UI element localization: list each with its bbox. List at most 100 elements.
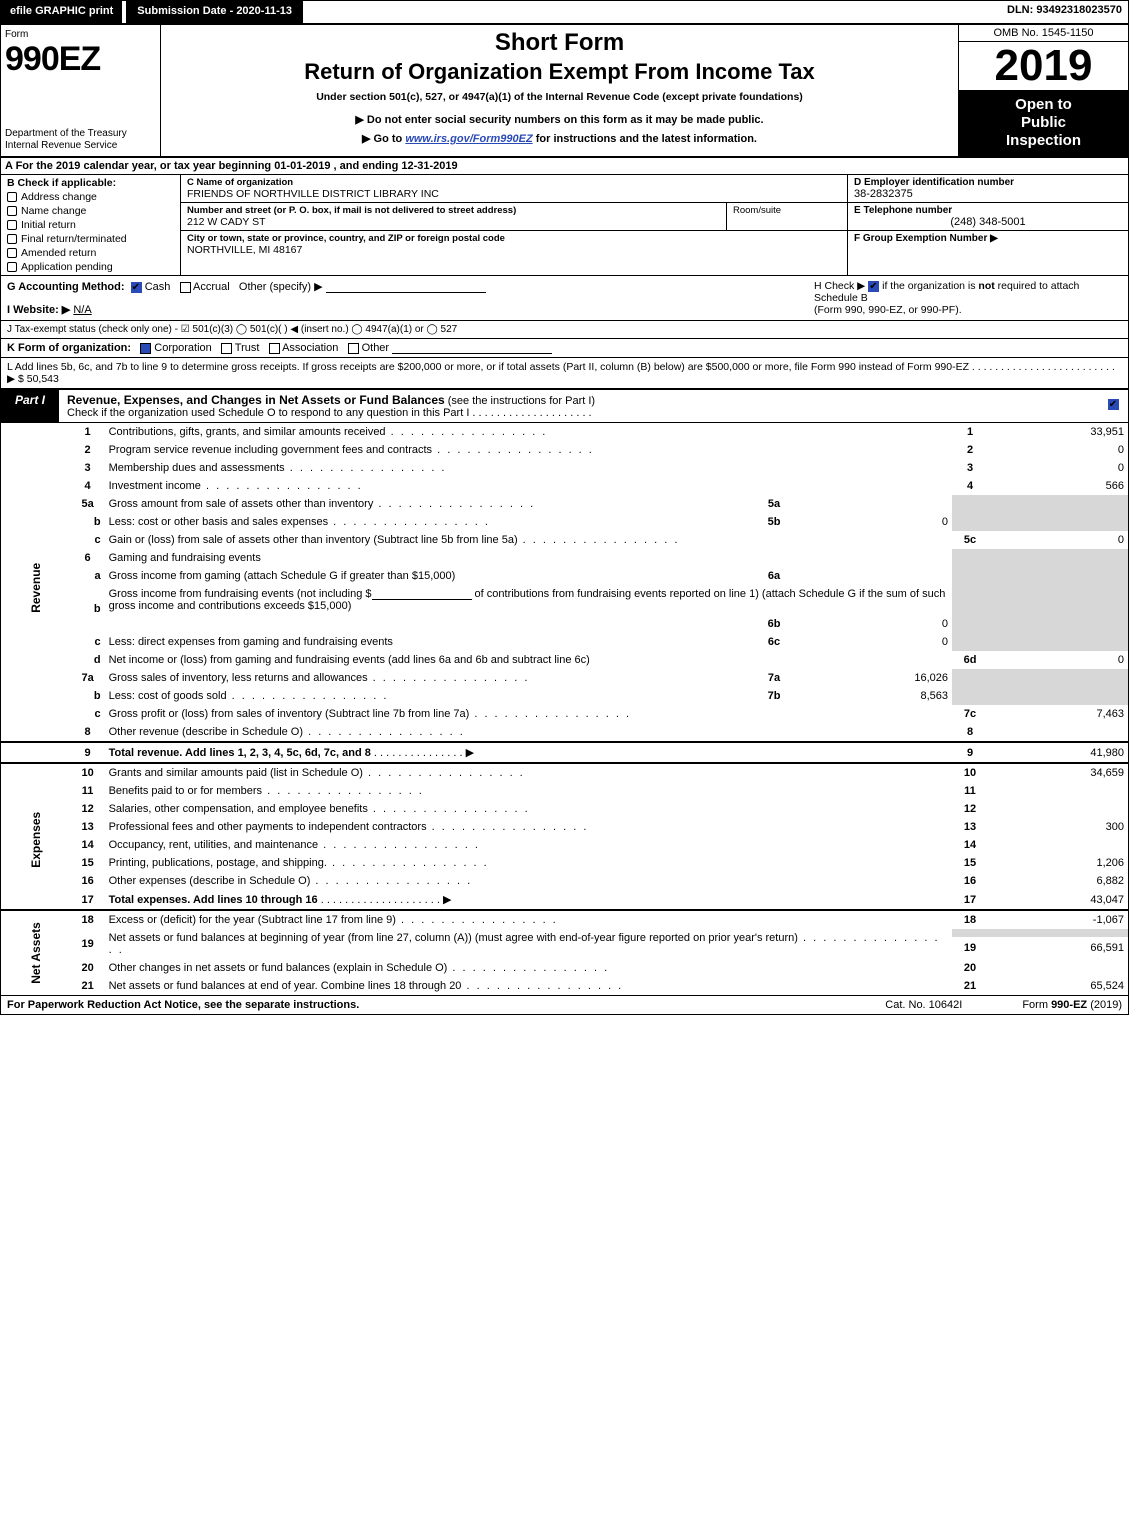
- c-addr-value: 212 W CADY ST: [187, 216, 720, 228]
- lbl-corporation: Corporation: [154, 342, 211, 354]
- c-city-value: NORTHVILLE, MI 48167: [187, 244, 841, 256]
- ln10-r: 10: [952, 763, 988, 782]
- ln15-num: 15: [71, 854, 105, 872]
- ln4-v: 566: [988, 477, 1128, 495]
- dln-number: DLN: 93492318023570: [1001, 1, 1128, 23]
- ln6a-vshade: [988, 567, 1128, 585]
- ln6-num: 6: [71, 549, 105, 567]
- h-txt1: H Check ▶: [814, 280, 865, 292]
- c-city-label: City or town, state or province, country…: [187, 233, 841, 244]
- instructions-link-line: ▶ Go to www.irs.gov/Form990EZ for instru…: [167, 132, 952, 145]
- col-c-org-info: C Name of organization FRIENDS OF NORTHV…: [181, 175, 848, 275]
- g-label: G Accounting Method:: [7, 281, 125, 293]
- chk-accrual[interactable]: [180, 282, 191, 293]
- rev-bottom-pad: [1, 742, 71, 763]
- ln8-r: 8: [952, 723, 988, 742]
- irs-link[interactable]: www.irs.gov/Form990EZ: [405, 133, 532, 145]
- other-specify-input[interactable]: [326, 281, 486, 293]
- chk-final-return[interactable]: [7, 234, 17, 244]
- chk-amended-return[interactable]: [7, 248, 17, 258]
- line-j-tax-exempt: J Tax-exempt status (check only one) - ☑…: [1, 321, 1128, 339]
- chk-association[interactable]: [269, 343, 280, 354]
- ln7c-r: 7c: [952, 705, 988, 723]
- line-l-gross-receipts: L Add lines 5b, 6c, and 7b to line 9 to …: [1, 358, 1128, 390]
- chk-corporation[interactable]: [140, 343, 151, 354]
- revenue-side-label: Revenue: [1, 423, 71, 742]
- ln17-v: 43,047: [988, 890, 1128, 910]
- ln17-desc: Total expenses. Add lines 10 through 16: [109, 894, 318, 906]
- ln12-desc: Salaries, other compensation, and employ…: [109, 803, 530, 815]
- lbl-name-change: Name change: [21, 205, 86, 217]
- ln21-num: 21: [71, 977, 105, 995]
- open-line1: Open to: [961, 96, 1126, 114]
- lbl-trust: Trust: [235, 342, 260, 354]
- ln4-num: 4: [71, 477, 105, 495]
- ln2-num: 2: [71, 441, 105, 459]
- ln5a-desc: Gross amount from sale of assets other t…: [109, 498, 536, 510]
- ln5c-r: 5c: [952, 531, 988, 549]
- ln6b-vshade2: [988, 615, 1128, 633]
- ln5c-desc: Gain or (loss) from sale of assets other…: [109, 534, 680, 546]
- lbl-association: Association: [282, 342, 338, 354]
- ln19-num: 19: [71, 929, 105, 959]
- l-text: L Add lines 5b, 6c, and 7b to line 9 to …: [7, 361, 1115, 385]
- ln12-num: 12: [71, 800, 105, 818]
- other-org-input[interactable]: [392, 342, 552, 354]
- ln20-num: 20: [71, 959, 105, 977]
- ln19-v: 66,591: [988, 937, 1128, 960]
- footer-form-a: Form: [1022, 999, 1051, 1011]
- i-website-value: N/A: [73, 304, 91, 316]
- ln17-num: 17: [71, 890, 105, 910]
- page-footer: For Paperwork Reduction Act Notice, see …: [1, 995, 1128, 1014]
- lbl-accrual: Accrual: [193, 281, 230, 293]
- ln20-r: 20: [952, 959, 988, 977]
- lbl-amended-return: Amended return: [21, 247, 96, 259]
- form-word: Form: [5, 29, 156, 40]
- ln7a-desc: Gross sales of inventory, less returns a…: [109, 672, 530, 684]
- ln6a-num: a: [71, 567, 105, 585]
- ln11-desc: Benefits paid to or for members: [109, 785, 424, 797]
- ln1-r: 1: [952, 423, 988, 441]
- ln19-rshade: [952, 929, 988, 937]
- ln8-v: [988, 723, 1128, 742]
- ln6b-blank[interactable]: [372, 588, 472, 600]
- chk-initial-return[interactable]: [7, 220, 17, 230]
- ln14-v: [988, 836, 1128, 854]
- ln5a-m: 5a: [756, 495, 792, 513]
- ln8-desc: Other revenue (describe in Schedule O): [109, 726, 465, 738]
- ln10-desc: Grants and similar amounts paid (list in…: [109, 767, 525, 779]
- chk-other-org[interactable]: [348, 343, 359, 354]
- ln9-r: 9: [952, 742, 988, 763]
- chk-h[interactable]: [868, 281, 879, 292]
- ln5b-rshade: [952, 513, 988, 531]
- f-group-label: F Group Exemption Number ▶: [854, 233, 1122, 244]
- chk-schedule-o[interactable]: [1108, 399, 1119, 410]
- chk-cash[interactable]: [131, 282, 142, 293]
- ln14-num: 14: [71, 836, 105, 854]
- ln6b-mv: 0: [792, 615, 952, 633]
- ln6a-desc: Gross income from gaming (attach Schedul…: [105, 567, 756, 585]
- ln6b-num: b: [71, 585, 105, 633]
- c-name-value: FRIENDS OF NORTHVILLE DISTRICT LIBRARY I…: [187, 188, 841, 200]
- ln5c-v: 0: [988, 531, 1128, 549]
- chk-trust[interactable]: [221, 343, 232, 354]
- open-line3: Inspection: [961, 132, 1126, 150]
- ln1-desc: Contributions, gifts, grants, and simila…: [109, 426, 548, 438]
- ln20-desc: Other changes in net assets or fund bala…: [109, 962, 610, 974]
- ln21-r: 21: [952, 977, 988, 995]
- ln9-desc: Total revenue. Add lines 1, 2, 3, 4, 5c,…: [109, 747, 371, 759]
- ln5b-vshade: [988, 513, 1128, 531]
- c-room-label: Room/suite: [727, 203, 847, 230]
- ln11-v: [988, 782, 1128, 800]
- ln15-v: 1,206: [988, 854, 1128, 872]
- footer-form: Form 990-EZ (2019): [1022, 999, 1122, 1011]
- part-i-title: Revenue, Expenses, and Changes in Net As…: [59, 390, 1098, 422]
- open-to-public: Open to Public Inspection: [959, 90, 1128, 156]
- lbl-other-org: Other: [362, 342, 390, 354]
- chk-address-change[interactable]: [7, 192, 17, 202]
- efile-print-button[interactable]: efile GRAPHIC print: [1, 1, 122, 23]
- part-i-bold: Revenue, Expenses, and Changes in Net As…: [67, 393, 445, 407]
- ln5b-desc: Less: cost or other basis and sales expe…: [109, 516, 490, 528]
- chk-application-pending[interactable]: [7, 262, 17, 272]
- chk-name-change[interactable]: [7, 206, 17, 216]
